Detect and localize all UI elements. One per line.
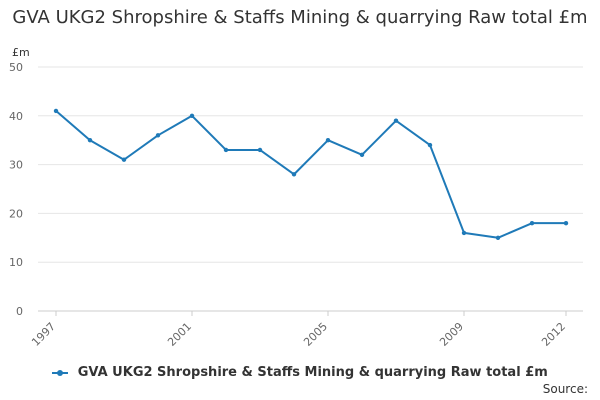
data-point (121, 157, 127, 162)
legend-series-label: GVA UKG2 Shropshire & Staffs Mining & qu… (77, 365, 548, 380)
legend-line-swatch-icon (52, 368, 69, 378)
legend[interactable]: GVA UKG2 Shropshire & Staffs Mining & qu… (0, 364, 600, 382)
data-point (359, 152, 365, 158)
data-point (529, 220, 535, 226)
y-axis-unit-label: £m (12, 46, 30, 59)
source-label: Source: (542, 382, 588, 396)
y-tick-label: 10 (9, 256, 23, 269)
data-point (393, 118, 399, 123)
data-point (495, 235, 501, 240)
x-tick-label: 2001 (165, 320, 194, 349)
series-layer (53, 108, 569, 240)
y-tick-label: 20 (9, 207, 23, 220)
series-line (55, 109, 567, 239)
data-point (223, 147, 229, 153)
y-tick-label: 50 (9, 61, 23, 74)
data-point (87, 138, 93, 143)
x-tick-label: 2012 (539, 320, 568, 349)
gridlines (38, 66, 583, 263)
data-point (427, 142, 433, 148)
data-point (155, 133, 161, 138)
data-point (461, 230, 467, 236)
data-point (189, 113, 195, 119)
chart-title: GVA UKG2 Shropshire & Staffs Mining & qu… (12, 7, 588, 28)
y-tick-label: 30 (9, 159, 23, 172)
data-point (563, 220, 569, 226)
data-point (291, 172, 297, 177)
axes: 0 10 20 30 40 50 1997 2001 2005 2009 2012 (9, 61, 583, 349)
data-point (257, 147, 263, 153)
x-tick-label: 2009 (437, 320, 466, 349)
y-tick-label: 40 (9, 110, 23, 123)
x-tick-label: 1997 (29, 320, 58, 349)
data-point (325, 138, 331, 143)
x-tick-label: 2005 (301, 320, 330, 349)
data-point (53, 108, 59, 114)
y-tick-label: 0 (16, 305, 23, 318)
